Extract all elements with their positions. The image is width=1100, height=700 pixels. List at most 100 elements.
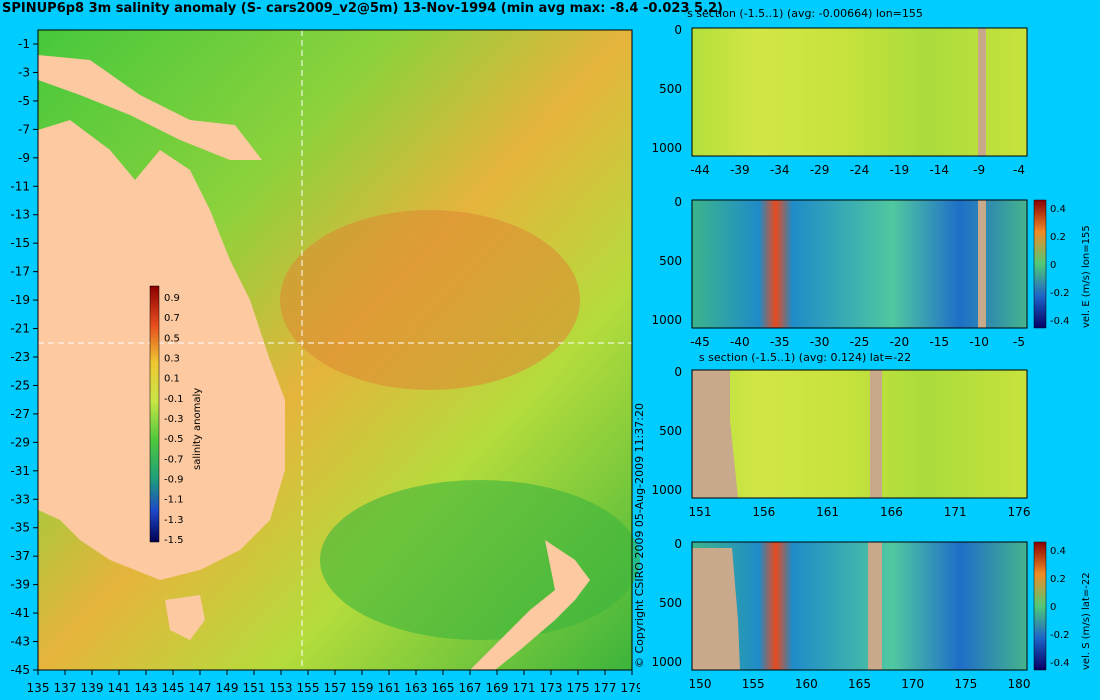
map-x-tick-label: 145 (162, 681, 185, 695)
map-y-tick-label: -7 (18, 122, 30, 136)
sec1-frame (691, 27, 1028, 157)
map-colorbar-tick: -0.9 (164, 475, 184, 486)
map-colorbar-tick: 0.7 (164, 313, 180, 324)
sec2-x-tick-label: -15 (929, 335, 949, 349)
sec2-land (978, 200, 986, 328)
map-x-tick-label: 171 (513, 681, 536, 695)
salinity-map: 0.9 0.7 0.5 0.3 0.1 -0.1 -0.3 -0.5 -0.7 -0.9 -1.1 -… (10, 29, 640, 695)
sec4-field (692, 542, 1027, 670)
sec3-frame (691, 369, 1028, 499)
sec3-land-mid (870, 370, 882, 498)
map-y-tick-label: -19 (10, 293, 30, 307)
map-y-tick-label: -17 (10, 265, 30, 279)
map-y-tick-label: -11 (10, 179, 30, 193)
map-y-tick-label: -39 (10, 578, 30, 592)
map-colorbar-tick: 0.9 (164, 293, 180, 304)
map-x-tick-label: 165 (432, 681, 455, 695)
map-x-tick-label: 153 (270, 681, 293, 695)
sec2-ticks: -45 -40 -35 -30 -25 -20 -15 -10 -5 0 500 1000 0.4 0.2… (651, 195, 1069, 349)
sec2-colorbar-tick: -0.4 (1050, 316, 1070, 327)
sec2-x-tick-label: -40 (730, 335, 750, 349)
map-x-tick-label: 147 (189, 681, 212, 695)
map-x-tick-label: 143 (135, 681, 158, 695)
map-x-tick-label: 163 (405, 681, 428, 695)
map-colorbar-tick: -0.3 (164, 414, 184, 425)
sec2-x-tick-label: -20 (890, 335, 910, 349)
sec1-x-tick-label: -39 (730, 163, 750, 177)
sec2-frame (691, 199, 1028, 329)
sec2-y-tick-label: 1000 (651, 313, 682, 327)
map-x-tick-label: 173 (540, 681, 563, 695)
sec3-y-tick-label: 1000 (651, 483, 682, 497)
sec4-y-tick-label: 500 (659, 596, 682, 610)
map-x-tick-label: 175 (567, 681, 590, 695)
sec4-colorbar-tick: 0 (1050, 602, 1056, 613)
sec4-colorbar (1033, 541, 1047, 671)
sec2-x-tick-label: -10 (969, 335, 989, 349)
map-x-tick-label: 177 (594, 681, 617, 695)
map-y-ticks: -1 -3 -5 -7 -9 -11 -13 -15 -17 -19 -21 -23 -25 -27 -29… (10, 37, 38, 677)
sec1-x-tick-label: -44 (690, 163, 710, 177)
sec1-x-tick-label: -24 (850, 163, 870, 177)
sec4-x-tick-label: 170 (901, 677, 924, 691)
sec4-x-tick-label: 150 (689, 677, 712, 691)
sec3-y-tick-label: 500 (659, 424, 682, 438)
sec4-x-tick-label: 180 (1008, 677, 1031, 691)
sec3-x-tick-label: 161 (816, 505, 839, 519)
sec2-x-tick-label: -35 (770, 335, 790, 349)
sec1-y-tick-label: 1000 (651, 141, 682, 155)
sec2-field (692, 200, 1027, 328)
sec4-land-mid (868, 542, 882, 670)
sec4-x-tick-label: 175 (954, 677, 977, 691)
sec4-colorbar-tick: -0.4 (1050, 658, 1070, 669)
sec2-y-tick-label: 0 (674, 195, 682, 209)
map-y-tick-label: -43 (10, 635, 30, 649)
sec2-x-tick-label: -25 (850, 335, 870, 349)
sec4-colorbar-tick: 0.4 (1050, 546, 1066, 557)
sec1-y-tick-label: 0 (674, 23, 682, 37)
sec3-ticks: 151 156 161 166 171 176 0 500 1000 (651, 365, 1030, 519)
fresh-anomaly (320, 480, 640, 640)
map-x-tick-label: 167 (459, 681, 482, 695)
map-y-tick-label: -45 (10, 663, 30, 677)
sec3-y-tick-label: 0 (674, 365, 682, 379)
map-colorbar-tick: 0.3 (164, 354, 180, 365)
sec1-x-tick-label: -14 (929, 163, 949, 177)
sec3-field (692, 370, 1027, 498)
australia-land (38, 120, 285, 580)
map-colorbar-tick: -0.7 (164, 454, 184, 465)
map-y-tick-label: -27 (10, 407, 30, 421)
sec2-colorbar-tick: 0.2 (1050, 232, 1066, 243)
map-x-tick-label: 151 (243, 681, 266, 695)
sec2-colorbar-tick: 0 (1050, 260, 1056, 271)
map-y-tick-label: -33 (10, 492, 30, 506)
sec2-colorbar (1033, 199, 1047, 329)
sec2-colorbar-tick: 0.4 (1050, 204, 1066, 215)
map-y-tick-label: -13 (10, 208, 30, 222)
map-y-tick-label: -23 (10, 350, 30, 364)
map-x-tick-label: 141 (108, 681, 131, 695)
sec4-colorbar-tick: -0.2 (1050, 630, 1070, 641)
sec2-x-tick-label: -45 (690, 335, 710, 349)
map-y-tick-label: -35 (10, 521, 30, 535)
sec2-x-tick-label: -5 (1013, 335, 1025, 349)
sec1-title: s section (-1.5..1) (avg: -0.00664) lon=… (687, 7, 923, 20)
map-x-tick-label: 137 (54, 681, 77, 695)
sec4-colorbar-label: vel. S (m/s) lat=-22 (1081, 572, 1092, 670)
map-y-tick-label: -37 (10, 549, 30, 563)
sec1-y-tick-label: 500 (659, 82, 682, 96)
sec4-frame (691, 541, 1028, 671)
map-x-ticks: 135 137 139 141 143 145 147 149 151 153 155 157 159 1… (27, 670, 640, 695)
new-guinea-land (38, 55, 262, 160)
sec2-y-tick-label: 500 (659, 254, 682, 268)
section-panels: s section (-1.5..1) (avg: -0.00664) lon=… (651, 7, 1092, 691)
sec4-land-west (692, 548, 740, 670)
sec1-x-tick-label: -29 (810, 163, 830, 177)
map-x-tick-label: 159 (351, 681, 374, 695)
map-y-tick-label: -15 (10, 236, 30, 250)
tasmania-land (165, 595, 205, 640)
map-y-tick-label: -3 (18, 65, 30, 79)
sec1-ticks: -44 -39 -34 -29 -24 -19 -14 -9 -4 0 500 1000 (651, 23, 1025, 177)
sec4-x-tick-label: 155 (742, 677, 765, 691)
map-y-tick-label: -31 (10, 464, 30, 478)
